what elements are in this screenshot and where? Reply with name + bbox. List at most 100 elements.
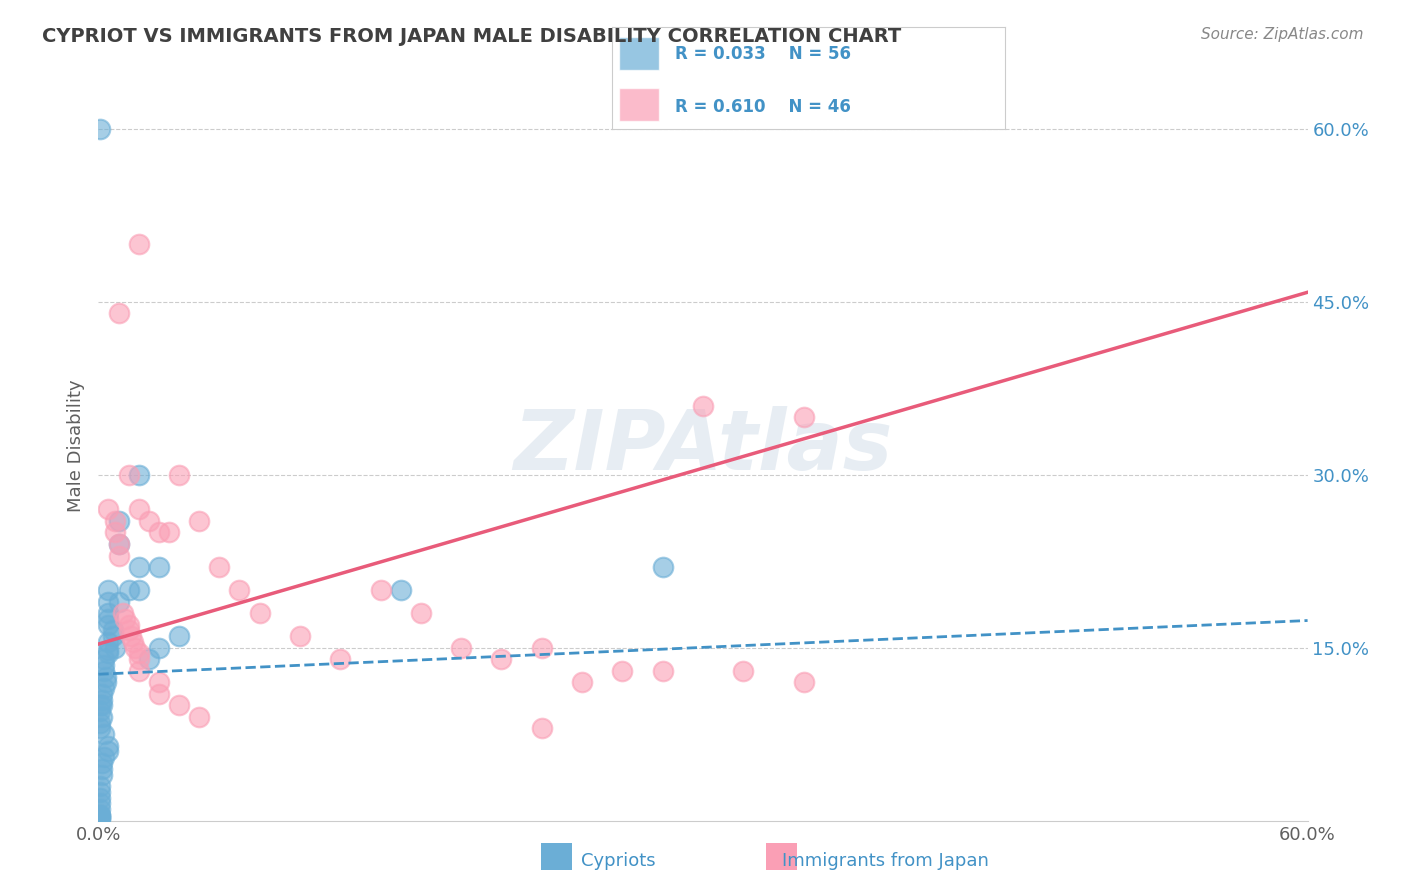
Point [114,612,136,626]
Point [128,467,150,482]
Point [389,583,412,598]
Point [530,640,553,655]
Point [93,664,115,678]
Point [97,647,120,661]
Point [148,525,170,540]
Point [118,583,141,598]
Point [148,687,170,701]
Point [89,790,111,805]
Point [128,237,150,252]
Point [167,467,190,482]
Point [118,624,141,638]
Text: R = 0.610    N = 46: R = 0.610 N = 46 [675,98,851,116]
FancyBboxPatch shape [620,88,659,121]
Point [128,583,150,598]
Point [118,467,141,482]
Point [91,756,114,770]
Point [329,652,352,666]
Point [228,583,250,598]
Point [91,767,114,781]
Point [107,549,129,563]
Point [571,675,593,690]
Point [107,537,129,551]
Point [93,681,115,695]
Point [157,525,180,540]
Point [97,502,120,516]
Point [91,692,114,706]
Point [91,698,114,713]
FancyBboxPatch shape [620,37,659,70]
Point [91,762,114,776]
Point [409,606,432,620]
Point [128,502,150,516]
Point [97,635,120,649]
Point [97,612,120,626]
Point [124,640,146,655]
Point [89,785,111,799]
Point [138,652,160,666]
Point [148,675,170,690]
Text: ZIPAtlas: ZIPAtlas [513,406,893,486]
Point [138,514,160,528]
Point [612,664,634,678]
Point [651,560,673,574]
Point [167,629,190,643]
Point [96,669,118,683]
Point [89,722,111,736]
Point [89,810,111,824]
Point [128,652,150,666]
Point [128,647,150,661]
Point [120,629,142,643]
Point [530,722,553,736]
Point [97,739,120,753]
Point [111,606,134,620]
Point [188,514,211,528]
Point [93,658,115,673]
Y-axis label: Male Disability: Male Disability [66,380,84,512]
Point [208,560,231,574]
Text: CYPRIOT VS IMMIGRANTS FROM JAPAN MALE DISABILITY CORRELATION CHART: CYPRIOT VS IMMIGRANTS FROM JAPAN MALE DI… [42,27,901,45]
Point [89,704,111,718]
Point [793,675,815,690]
Point [128,560,150,574]
Point [89,813,111,827]
Point [89,808,111,822]
Point [118,617,141,632]
Point [97,594,120,608]
Text: Source: ZipAtlas.com: Source: ZipAtlas.com [1201,27,1364,42]
Point [97,617,120,632]
Point [89,698,111,713]
Point [97,583,120,598]
Point [89,808,111,822]
Point [733,664,755,678]
Point [103,525,125,540]
Point [91,710,114,724]
Point [148,560,170,574]
Point [121,635,143,649]
Point [93,727,115,741]
Text: R = 0.033    N = 56: R = 0.033 N = 56 [675,45,851,63]
Point [107,306,129,320]
Point [148,640,170,655]
Point [450,640,472,655]
Point [89,779,111,793]
Point [107,594,129,608]
Point [97,643,120,657]
Point [793,410,815,425]
Point [692,399,714,413]
Point [370,583,392,598]
Point [93,750,115,764]
Point [103,514,125,528]
Point [91,687,114,701]
Point [89,715,111,730]
Point [96,675,118,690]
Point [89,802,111,816]
Point [89,797,111,811]
Point [103,640,125,655]
Point [89,122,111,136]
Point [101,624,124,638]
Point [97,606,120,620]
Point [89,811,111,825]
Point [651,664,673,678]
Point [249,606,271,620]
